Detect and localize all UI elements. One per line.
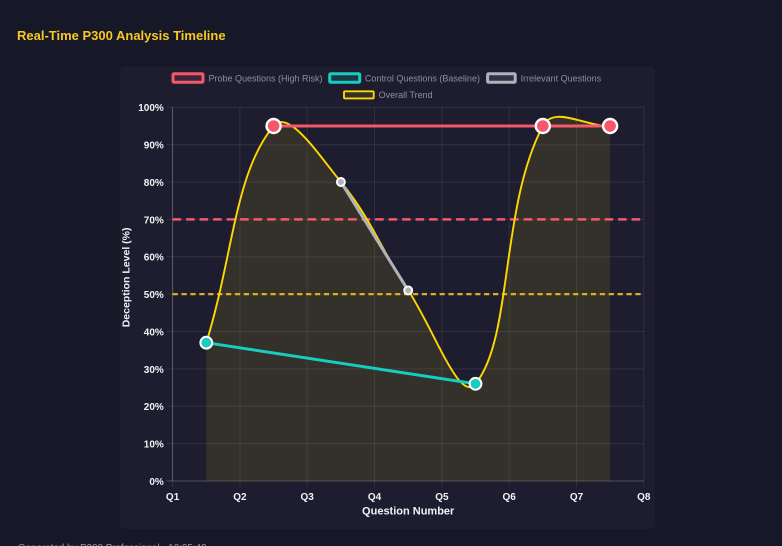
svg-text:50%: 50% (144, 290, 164, 301)
svg-text:70%: 70% (144, 215, 164, 226)
svg-text:30%: 30% (144, 365, 164, 376)
svg-text:Q7: Q7 (570, 492, 584, 503)
svg-text:Question Number: Question Number (362, 506, 455, 518)
svg-text:100%: 100% (138, 103, 164, 114)
svg-text:40%: 40% (144, 327, 164, 338)
svg-text:Control Questions (Baseline): Control Questions (Baseline) (365, 74, 480, 84)
svg-text:90%: 90% (144, 141, 164, 152)
svg-text:Q8: Q8 (637, 492, 651, 503)
svg-text:Q6: Q6 (503, 492, 517, 503)
svg-text:0%: 0% (149, 477, 164, 488)
svg-text:10%: 10% (144, 440, 164, 451)
svg-text:Q3: Q3 (301, 492, 315, 503)
svg-text:80%: 80% (144, 178, 164, 189)
svg-text:Q5: Q5 (435, 492, 449, 503)
svg-text:Probe Questions (High Risk): Probe Questions (High Risk) (209, 74, 323, 84)
svg-text:Real-Time P300 Analysis Timeli: Real-Time P300 Analysis Timeline (17, 28, 226, 43)
svg-text:Irrelevant Questions: Irrelevant Questions (521, 74, 602, 84)
svg-text:Q1: Q1 (166, 492, 180, 503)
svg-text:Generated by P300 Professional: Generated by P300 Professional - 10:05:4… (18, 543, 206, 546)
svg-text:Overall Trend: Overall Trend (379, 90, 433, 100)
svg-text:Deception Level (%): Deception Level (%) (121, 228, 133, 328)
svg-text:Q2: Q2 (233, 492, 247, 503)
svg-text:20%: 20% (144, 402, 164, 413)
svg-text:Q4: Q4 (368, 492, 382, 503)
svg-text:60%: 60% (144, 253, 164, 264)
